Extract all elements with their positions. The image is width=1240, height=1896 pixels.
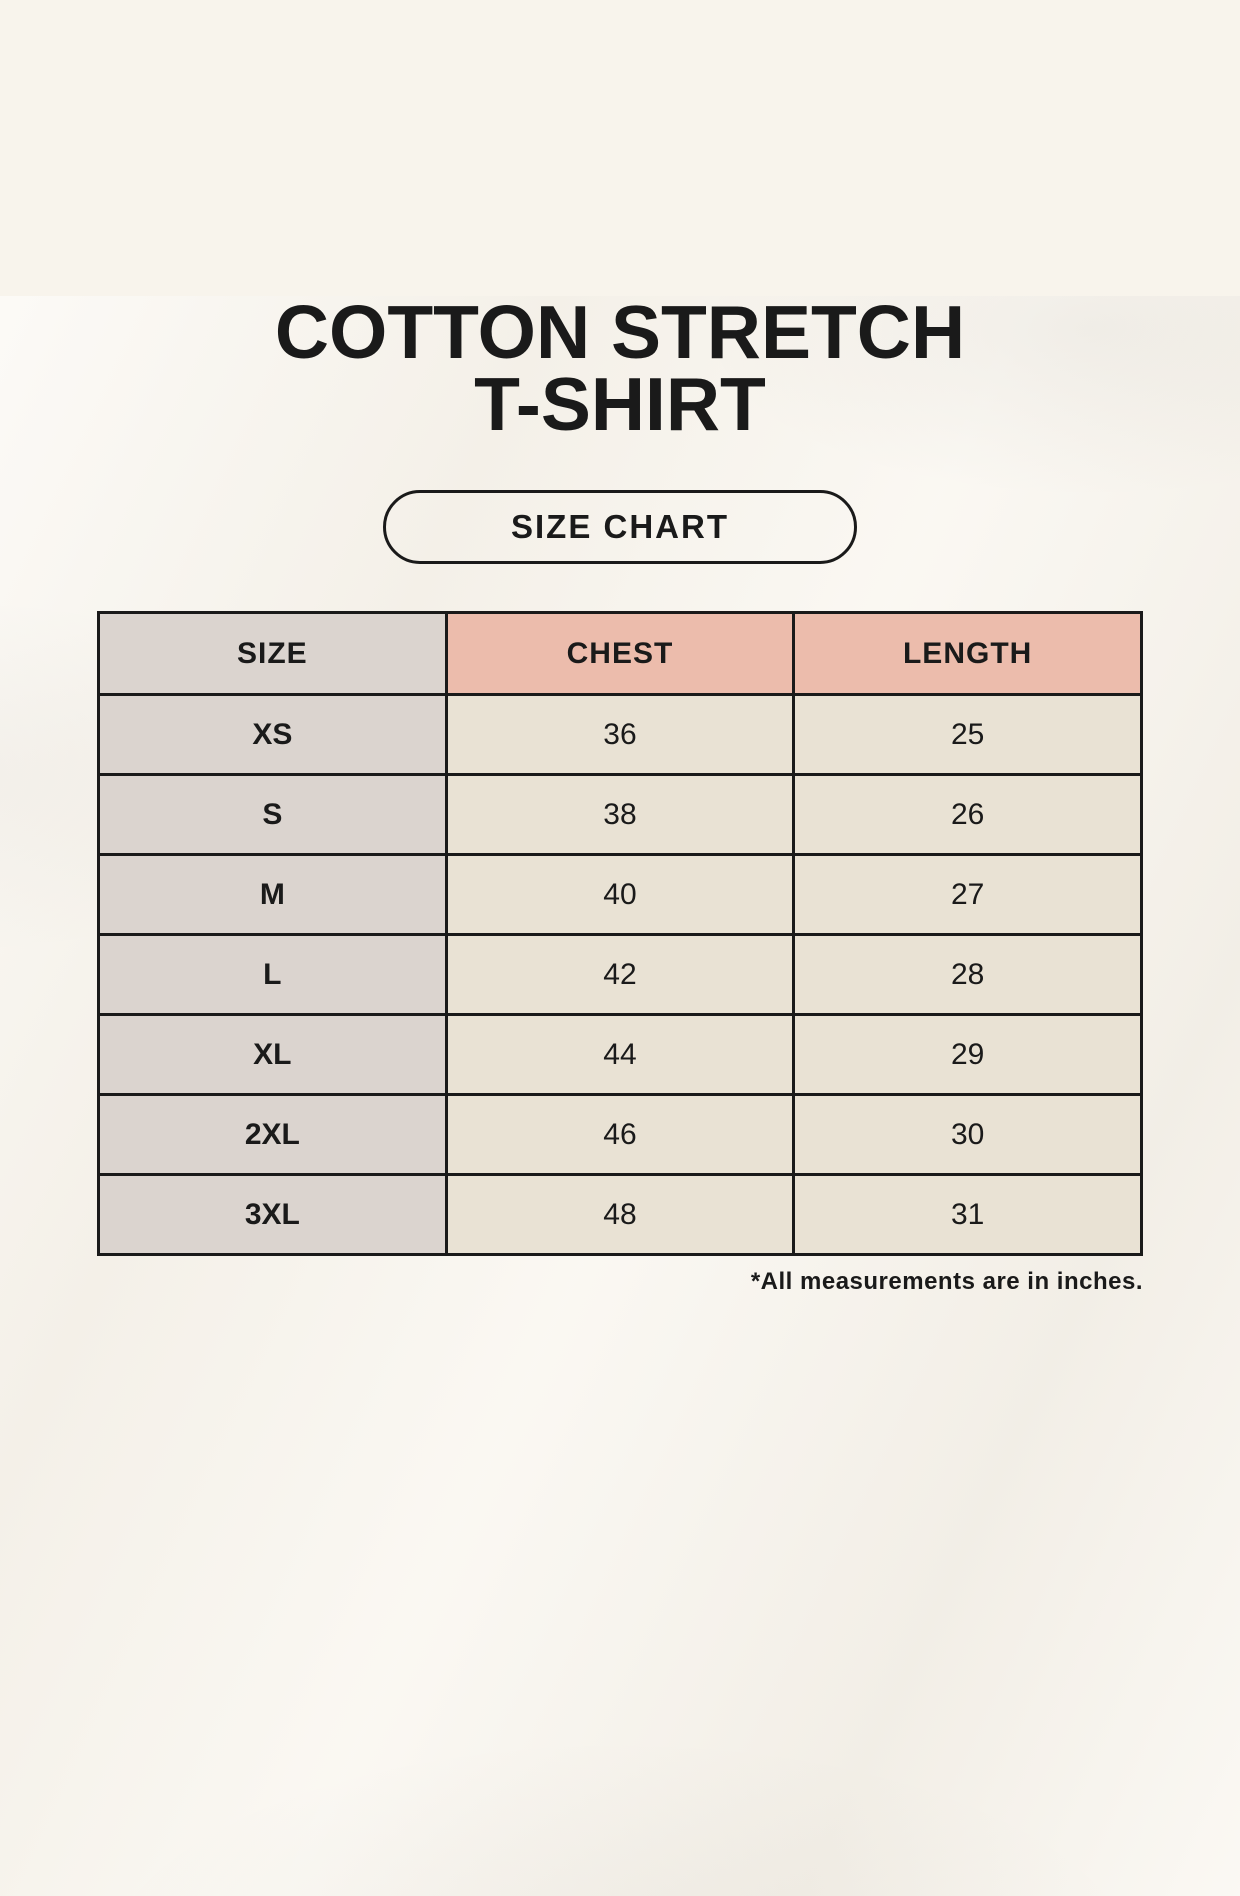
length-cell: 29 [792,1013,1143,1097]
chest-cell: 44 [444,1013,796,1097]
chest-cell: 42 [444,933,796,1017]
chest-cell: 48 [444,1173,796,1257]
size-cell: M [97,853,448,937]
size-chart-badge: SIZE CHART [383,490,857,565]
size-cell: S [97,773,448,857]
table-row-3xl: 3XL 48 31 [97,1173,1143,1257]
length-cell: 26 [792,773,1143,857]
table-row-2xl: 2XL 46 30 [97,1093,1143,1177]
length-cell: 30 [792,1093,1143,1177]
table-row-m: M 40 27 [97,853,1143,937]
col-header-length: LENGTH [792,611,1143,697]
length-cell: 28 [792,933,1143,1017]
size-cell: 2XL [97,1093,448,1177]
size-cell: XL [97,1013,448,1097]
col-header-size: SIZE [97,611,448,697]
size-table-header: SIZE CHEST LENGTH [97,611,1143,697]
size-cell: XS [97,693,448,777]
product-title: COTTON STRETCH T-SHIRT [0,295,1240,442]
length-cell: 25 [792,693,1143,777]
table-row-xl: XL 44 29 [97,1013,1143,1097]
size-chart-badge-label: SIZE CHART [511,508,729,546]
chest-cell: 38 [444,773,796,857]
col-header-chest: CHEST [444,611,796,697]
chest-cell: 46 [444,1093,796,1177]
size-chart-page: COTTON STRETCH T-SHIRT SIZE CHART SIZE CH… [0,295,1240,1296]
product-title-line-2: T-SHIRT [474,362,766,446]
length-cell: 31 [792,1173,1143,1257]
header-row: SIZE CHEST LENGTH [97,611,1143,697]
chest-cell: 40 [444,853,796,937]
size-cell: 3XL [97,1173,448,1257]
size-cell: L [97,933,448,1017]
length-cell: 27 [792,853,1143,937]
size-table: SIZE CHEST LENGTH XS 36 25 S 38 26 M 40 … [97,611,1143,1257]
measurements-footnote: *All measurements are in inches. [750,1268,1143,1296]
table-row-s: S 38 26 [97,773,1143,857]
chest-cell: 36 [444,693,796,777]
table-row-xs: XS 36 25 [97,693,1143,777]
size-table-body: XS 36 25 S 38 26 M 40 27 L 42 28 XL 44 [97,693,1143,1257]
table-row-l: L 42 28 [97,933,1143,1017]
